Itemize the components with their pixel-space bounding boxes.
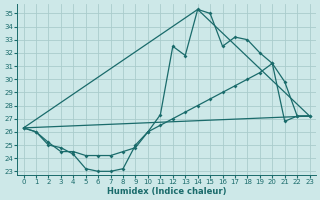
X-axis label: Humidex (Indice chaleur): Humidex (Indice chaleur) bbox=[107, 187, 226, 196]
